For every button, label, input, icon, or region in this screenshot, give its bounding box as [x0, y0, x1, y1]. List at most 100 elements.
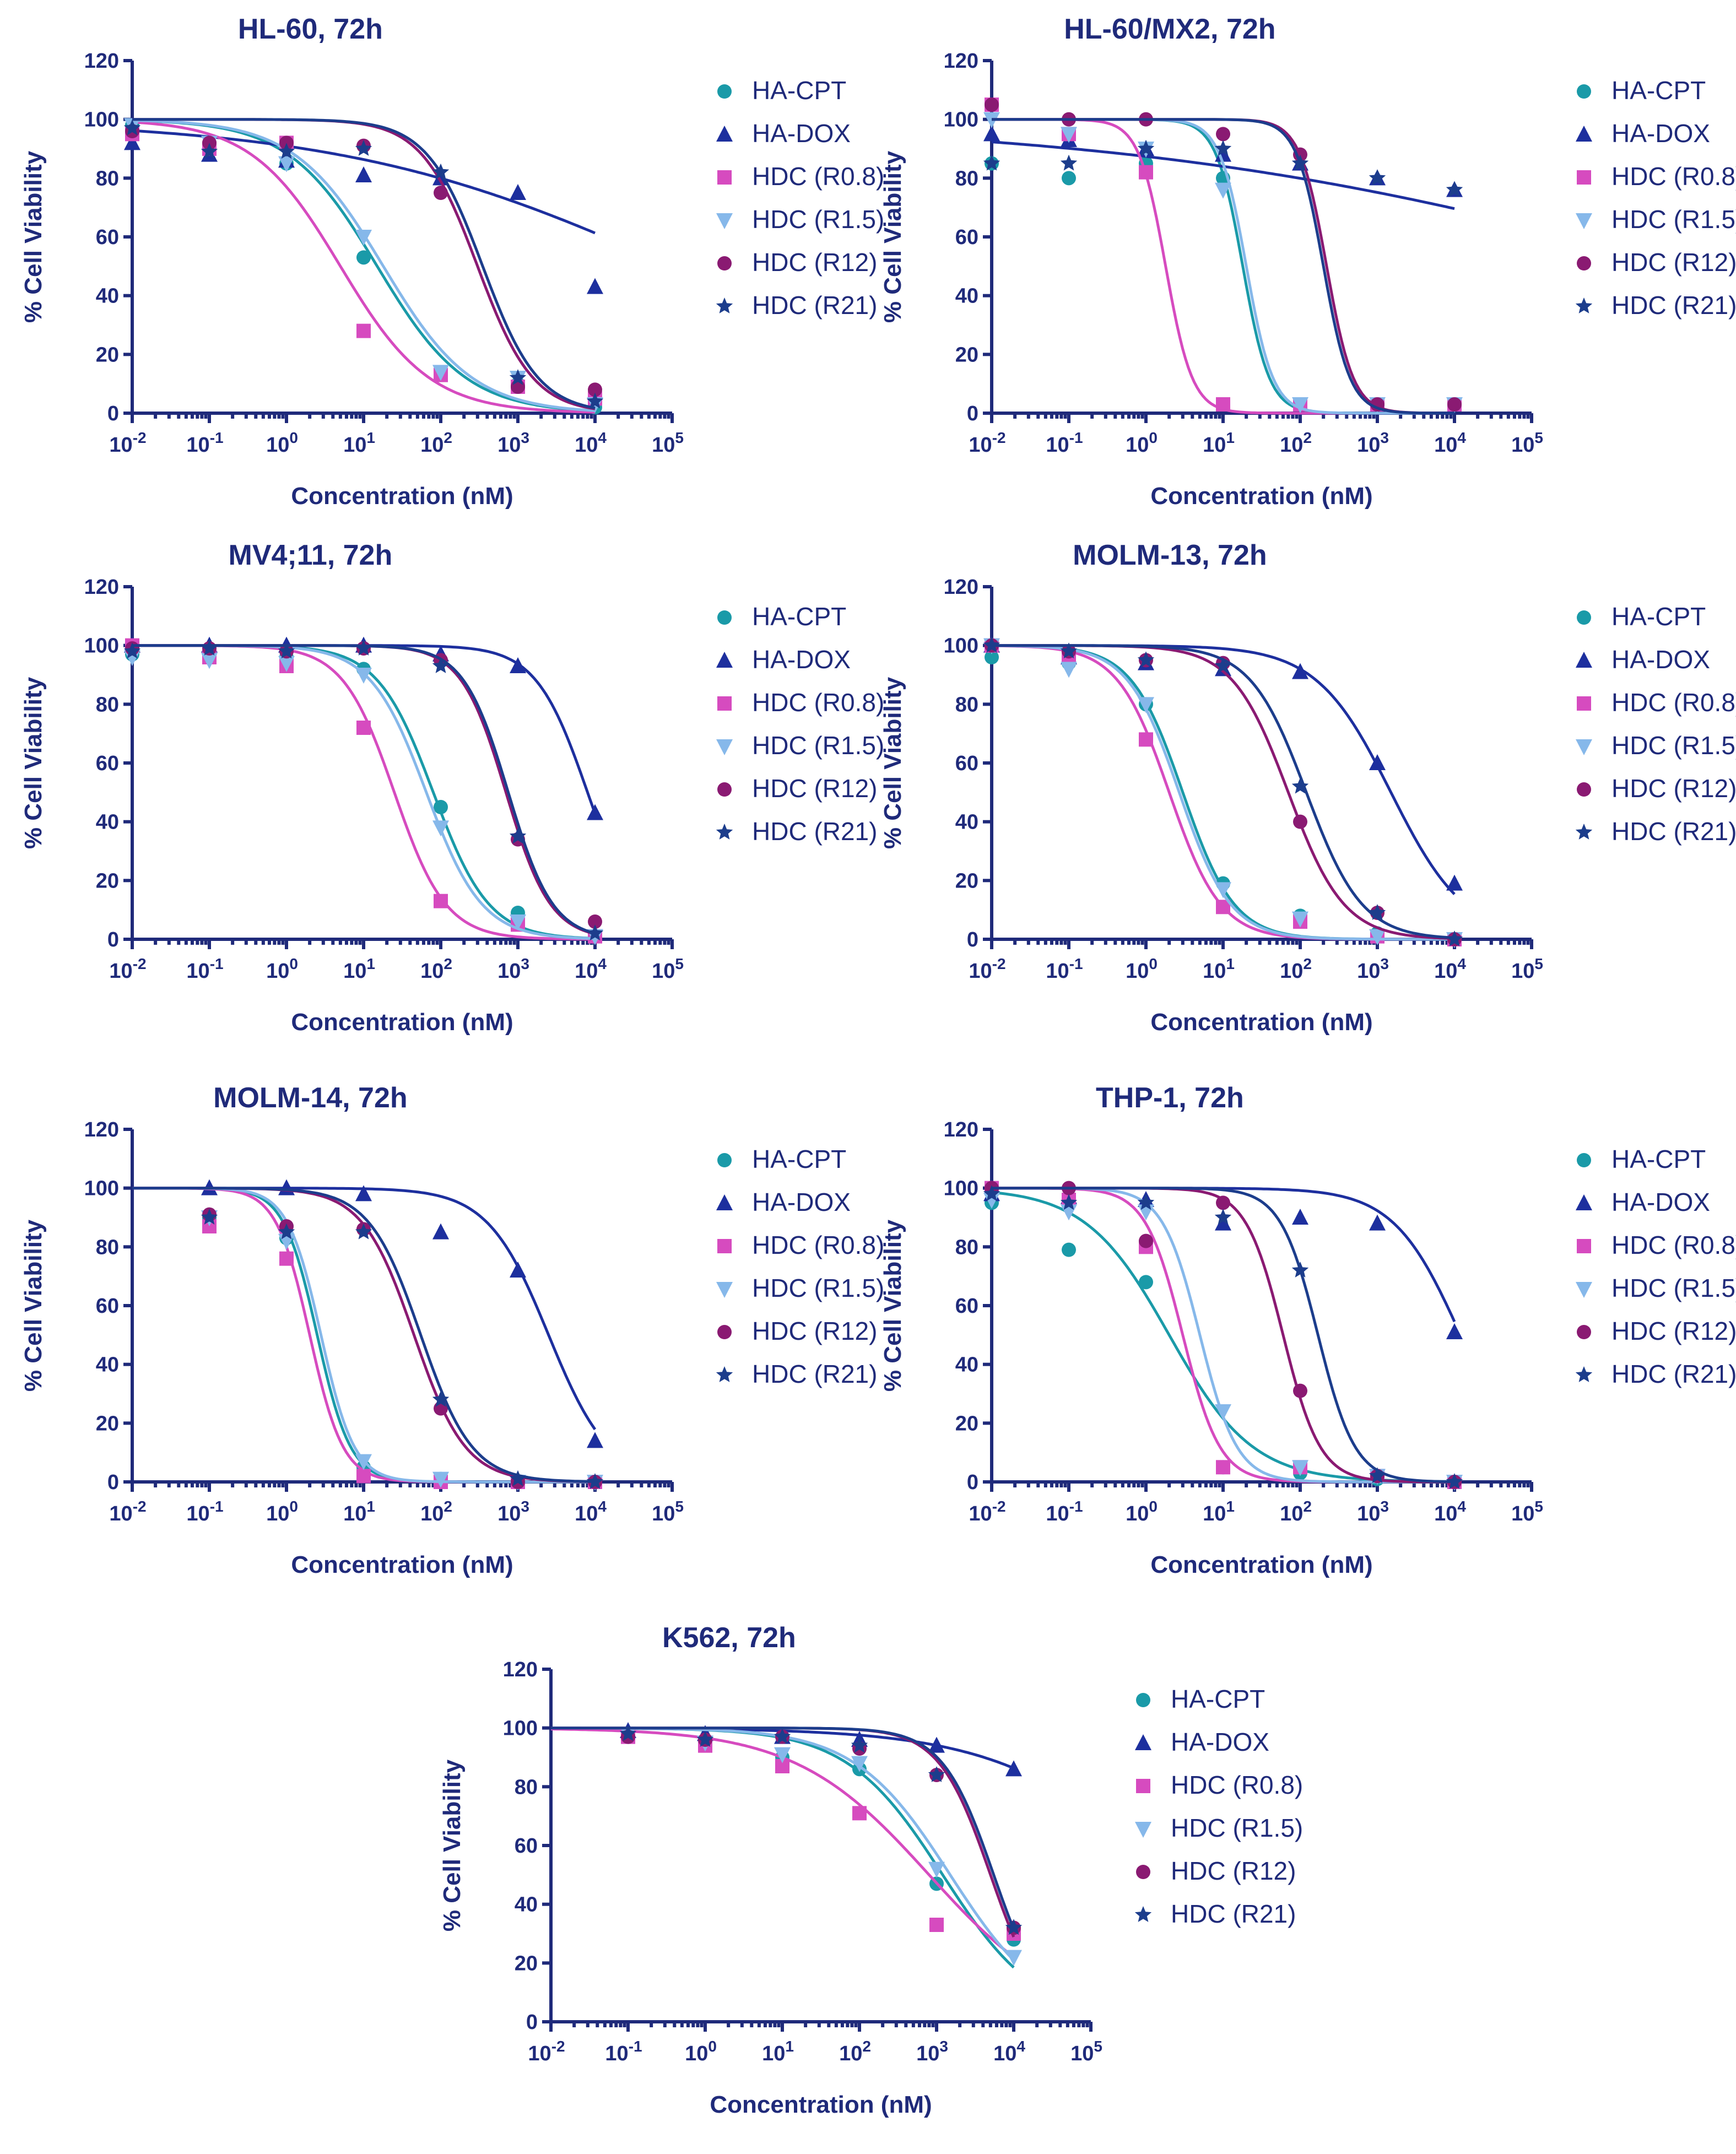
data-point: [1447, 397, 1462, 412]
legend-marker-ha-dox: [1135, 1734, 1151, 1750]
x-tick-label: 100: [685, 2038, 717, 2065]
y-tick-label: 60: [96, 226, 119, 249]
data-point: [201, 640, 218, 656]
data-point: [1061, 1204, 1077, 1221]
x-tick-label: 105: [652, 429, 684, 457]
legend-label: HA-CPT: [1611, 602, 1706, 631]
legend-marker-hdc-r21: [716, 824, 733, 840]
x-tick-label: 102: [1280, 1498, 1312, 1525]
legend-marker-hdc-r12: [717, 1325, 732, 1339]
y-tick-label: 120: [84, 576, 119, 599]
x-tick-label: 100: [266, 955, 298, 983]
data-point: [509, 1470, 527, 1486]
y-tick-label: 100: [84, 635, 119, 658]
y-tick-label: 100: [944, 109, 978, 132]
data-point: [985, 98, 999, 112]
data-point: [619, 1725, 637, 1741]
y-tick-label: 100: [84, 1177, 119, 1200]
x-tick-label: 10-1: [1046, 1498, 1083, 1525]
legend-marker-hdc-r1-5: [716, 1282, 733, 1298]
data-point: [510, 184, 526, 200]
data-point: [1216, 127, 1230, 142]
fit-curve: [992, 118, 1454, 415]
x-tick-label: 10-2: [969, 1498, 1005, 1525]
series-hdc-r21: [123, 118, 604, 410]
fit-curve: [992, 1187, 1454, 1484]
x-tick-label: 105: [1511, 429, 1543, 457]
series-hdc-r1-5: [124, 644, 603, 945]
legend-label: HDC (R0.8): [1171, 1771, 1303, 1799]
legend-marker-hdc-r12: [717, 782, 732, 797]
data-point: [1216, 397, 1230, 412]
data-point: [434, 894, 448, 908]
y-tick-label: 20: [96, 1412, 119, 1435]
legend-label: HA-CPT: [1171, 1685, 1265, 1713]
legend-label: HDC (R1.5): [752, 731, 884, 760]
data-point: [1292, 1209, 1308, 1225]
data-point: [356, 721, 371, 735]
fit-curve: [132, 644, 595, 941]
series-ha-cpt: [985, 1190, 1462, 1489]
y-tick-label: 40: [96, 811, 119, 834]
y-tick-label: 120: [84, 1118, 119, 1141]
legend-marker-hdc-r21: [716, 1366, 733, 1382]
y-axis-title: % Cell Viability: [20, 150, 47, 323]
data-point: [355, 230, 372, 246]
data-point: [928, 1766, 945, 1782]
legend-marker-ha-dox: [716, 652, 733, 668]
x-tick-label: 104: [575, 429, 607, 457]
data-point: [432, 1471, 449, 1488]
data-point: [1216, 1195, 1230, 1210]
data-point: [1214, 1209, 1232, 1225]
data-point: [1139, 165, 1153, 180]
x-tick-label: 104: [575, 1498, 607, 1525]
y-tick-label: 40: [96, 1354, 119, 1377]
y-tick-label: 0: [967, 1471, 978, 1494]
x-tick-label: 104: [1434, 429, 1466, 457]
x-tick-label: 101: [1203, 1498, 1235, 1525]
x-tick-label: 101: [762, 2038, 794, 2065]
y-tick-label: 40: [515, 1893, 538, 1917]
data-point: [1292, 911, 1308, 928]
series-hdc-r0-8: [550, 1728, 1021, 1958]
data-point: [983, 125, 1000, 142]
x-tick-label: 100: [1126, 955, 1158, 983]
legend-label: HDC (R12): [752, 1317, 877, 1345]
data-point: [432, 365, 449, 381]
legend-label: HDC (R12): [1611, 1317, 1736, 1345]
data-point: [434, 186, 448, 200]
data-point: [510, 914, 526, 930]
legend-marker-hdc-r0-8: [1577, 696, 1591, 711]
chart-title: HL-60/MX2, 72h: [1064, 13, 1275, 45]
chart-title: K562, 72h: [662, 1622, 796, 1654]
data-point: [1215, 145, 1231, 162]
chart-hl-60-mx2-72h: HL-60/MX2, 72h 0 20 40 60 80 100 120 10-2 10-1 100…: [879, 13, 1736, 510]
y-tick-label: 60: [96, 1295, 119, 1318]
legend-marker-hdc-r21: [1575, 824, 1593, 840]
legend-label: HA-CPT: [1611, 1145, 1706, 1173]
legend-label: HDC (R21): [1171, 1899, 1296, 1928]
y-tick-label: 80: [96, 167, 119, 190]
legend-marker-hdc-r12: [1136, 1865, 1150, 1879]
data-point: [983, 154, 1001, 171]
y-tick-label: 40: [955, 1354, 978, 1377]
legend-label: HA-DOX: [1171, 1728, 1269, 1756]
x-tick-label: 105: [1511, 955, 1543, 983]
legend-label: HDC (R12): [1611, 774, 1736, 803]
data-point: [1292, 397, 1308, 413]
data-point: [1005, 1950, 1022, 1966]
x-tick-label: 105: [652, 1498, 684, 1525]
data-point: [1292, 663, 1308, 679]
data-point: [1061, 127, 1077, 143]
series-hdc-r21: [123, 640, 604, 941]
legend-marker-hdc-r1-5: [1576, 739, 1592, 755]
data-point: [356, 250, 371, 265]
data-point: [434, 800, 448, 814]
chart-thp-1-72h: THP-1, 72h 0 20 40 60 80 100 120 10-2 10-1 100 101 1…: [879, 1082, 1736, 1578]
y-tick-label: 20: [955, 1412, 978, 1435]
legend: HA-CPT HA-DOX HDC (R0.8) HDC (R1.5) HDC (R12…: [716, 76, 884, 320]
legend-label: HDC (R0.8): [752, 162, 884, 191]
legend-label: HA-DOX: [1611, 645, 1710, 674]
x-tick-label: 10-1: [605, 2038, 642, 2065]
legend-label: HDC (R12): [1611, 248, 1736, 277]
